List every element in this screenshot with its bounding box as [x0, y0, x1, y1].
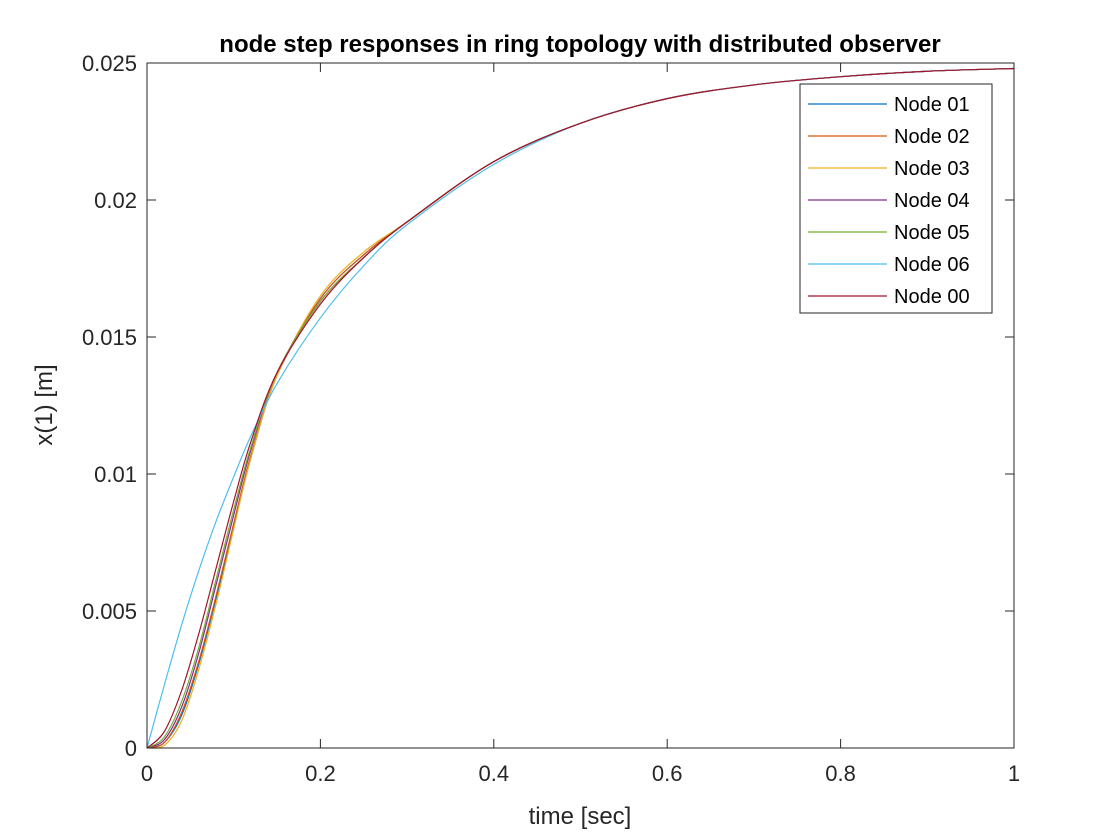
legend: Node 01 Node 02 Node 03 Node 04 Node 05 Node … [799, 83, 993, 314]
y-tick-label: 0.02 [94, 188, 137, 213]
x-tick-label: 0.4 [479, 761, 510, 786]
series-line-7 [146, 67, 1015, 749]
y-tick-label: 0 [125, 736, 137, 761]
y-axis-label: x(1) [m] [31, 364, 58, 445]
legend-label: Node 06 [894, 254, 970, 276]
legend-label: Node 02 [894, 126, 970, 148]
legend-label: Node 03 [894, 158, 970, 180]
x-tick-label: 0.8 [825, 761, 856, 786]
y-tick-label: 0.005 [82, 599, 137, 624]
x-tick-label: 1 [1008, 761, 1020, 786]
y-tick-label: 0.025 [82, 51, 137, 76]
x-axis-ticks: 0 0.2 0.4 0.6 0.8 1 [141, 63, 1020, 786]
y-tick-label: 0.01 [94, 462, 137, 487]
legend-label: Node 01 [894, 94, 970, 116]
axes-box [146, 62, 1015, 749]
chart-title: node step responses in ring topology wit… [219, 31, 940, 58]
y-tick-label: 0.015 [82, 325, 137, 350]
legend-label: Node 04 [894, 190, 970, 212]
x-tick-label: 0 [141, 761, 153, 786]
y-axis-ticks: 0 0.005 0.01 0.015 0.02 0.025 [82, 51, 1014, 761]
x-axis-label: time [sec] [529, 803, 632, 830]
x-tick-label: 0.2 [305, 761, 336, 786]
legend-box [799, 83, 993, 314]
legend-label: Node 05 [894, 222, 970, 244]
series-lines [146, 67, 1015, 749]
x-tick-label: 0.6 [652, 761, 683, 786]
legend-label: Node 00 [894, 286, 970, 308]
